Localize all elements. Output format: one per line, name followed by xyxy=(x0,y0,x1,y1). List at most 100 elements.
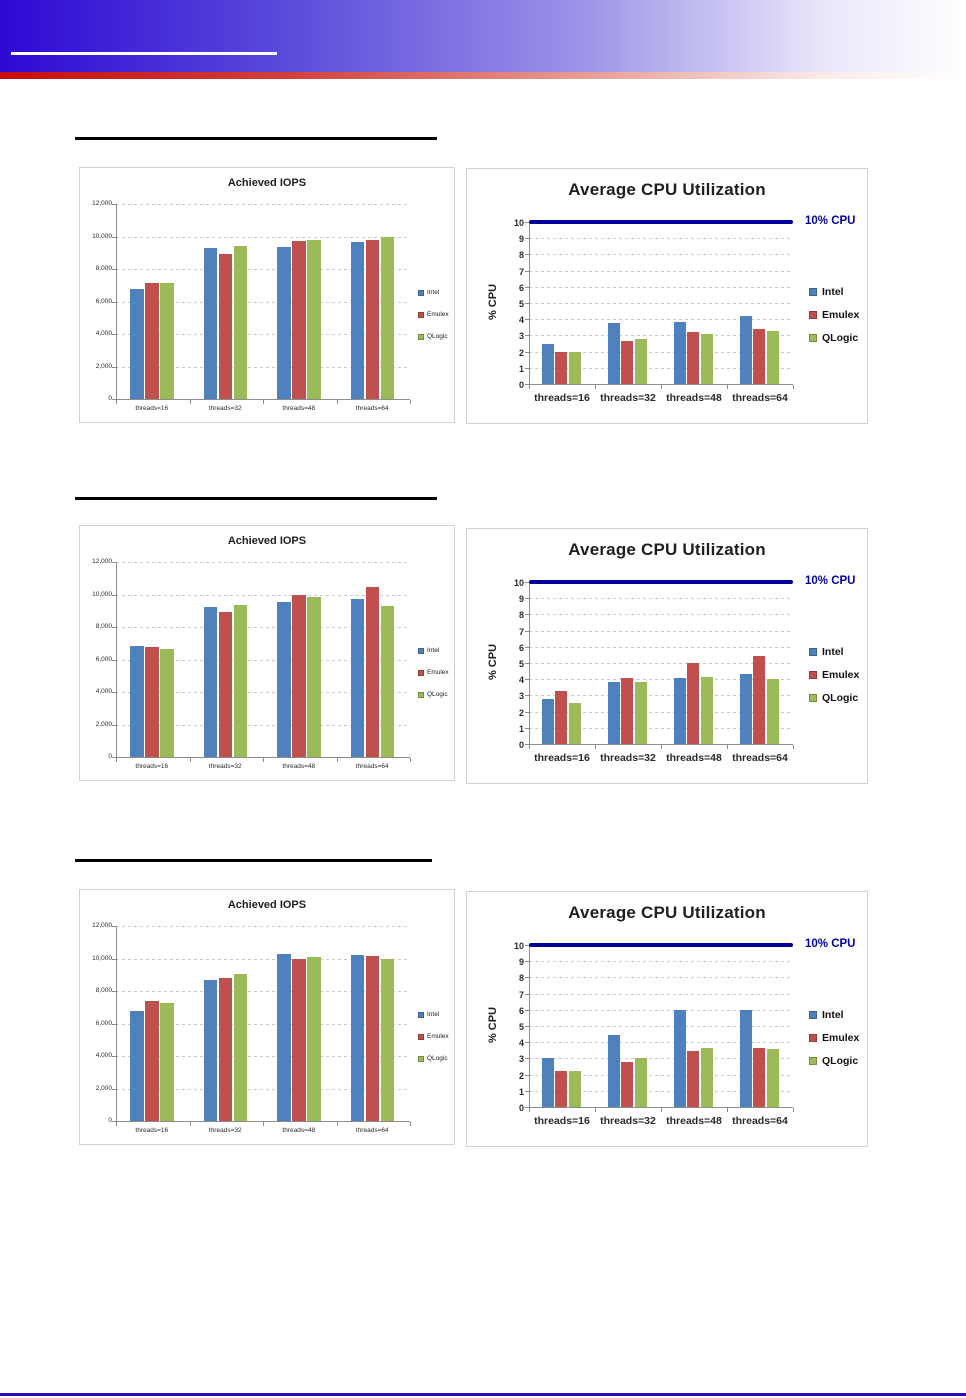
y-axis-tick-label: 2 xyxy=(518,1070,524,1081)
legend-label: Emulex xyxy=(822,309,860,321)
legend-item-intel: Intel xyxy=(809,286,844,298)
bar-emulex-threads=16 xyxy=(555,351,568,384)
y-axis-line xyxy=(529,945,530,1107)
x-axis-line xyxy=(116,1121,410,1122)
legend-swatch-qlogic xyxy=(809,334,817,342)
y-axis-tick-label: 5 xyxy=(518,659,524,669)
y-axis-title: % CPU xyxy=(487,283,500,321)
y-gridline xyxy=(529,1090,793,1092)
bar-emulex-threads=32 xyxy=(218,612,233,757)
y-gridline xyxy=(529,961,793,963)
bar-emulex-threads=32 xyxy=(218,253,233,399)
y-axis-tick xyxy=(525,679,529,681)
y-axis-tick xyxy=(525,270,529,272)
legend-label: QLogic xyxy=(822,692,859,704)
x-axis-tick-label: threads=64 xyxy=(732,392,788,404)
x-axis-tick-label: threads=16 xyxy=(135,763,169,770)
y-axis-tick xyxy=(112,991,116,992)
legend-item-qlogic: QLogic xyxy=(418,1055,448,1062)
y-axis-tick-label: 4 xyxy=(518,1038,524,1049)
y-gridline xyxy=(529,598,793,600)
y-axis-tick-label: 2 xyxy=(518,707,524,718)
bar-emulex-threads=32 xyxy=(218,978,233,1121)
y-gridline xyxy=(529,1058,793,1060)
x-axis-tick-label: threads=48 xyxy=(282,763,316,770)
y-axis-tick xyxy=(525,238,529,240)
y-gridline xyxy=(116,1056,410,1057)
y-axis-line xyxy=(116,562,117,757)
bar-intel-threads=16 xyxy=(130,645,144,757)
header-title-underline xyxy=(11,52,277,55)
x-axis-tick xyxy=(661,1108,662,1112)
y-axis-tick-label: 4,000 xyxy=(95,688,112,695)
bar-intel-threads=64 xyxy=(350,242,365,399)
bar-intel-threads=32 xyxy=(203,247,218,399)
legend-item-qlogic: QLogic xyxy=(809,692,858,704)
x-axis-tick xyxy=(661,745,662,749)
bar-intel-threads=64 xyxy=(739,674,752,744)
legend-item-qlogic: QLogic xyxy=(418,691,448,698)
y-axis-tick-label: 6 xyxy=(518,282,524,293)
y-axis-tick-label: 0 xyxy=(108,395,112,402)
bar-emulex-threads=16 xyxy=(555,1071,568,1107)
legend-swatch-emulex xyxy=(809,671,817,679)
y-axis-tick-label: 12,000 xyxy=(92,200,112,207)
y-axis-tick xyxy=(112,269,116,270)
bar-qlogic-threads=32 xyxy=(233,605,248,757)
bar-intel-threads=16 xyxy=(130,1011,144,1121)
x-axis-tick-label: threads=16 xyxy=(534,1115,590,1127)
x-axis-tick-label: threads=48 xyxy=(666,752,722,764)
y-axis-tick-label: 10 xyxy=(513,218,524,228)
chart-title: Average CPU Utilization xyxy=(568,903,766,922)
chart-title: Achieved IOPS xyxy=(227,535,307,547)
y-axis-tick xyxy=(525,744,529,745)
y-axis-tick-label: 6 xyxy=(518,642,524,653)
y-gridline xyxy=(529,1042,793,1044)
bar-qlogic-threads=64 xyxy=(380,605,395,757)
y-axis-tick-label: 2,000 xyxy=(95,1084,112,1092)
bar-emulex-threads=48 xyxy=(292,594,306,757)
y-gridline xyxy=(529,254,793,256)
y-axis-tick xyxy=(525,367,529,369)
legend-label: Intel xyxy=(822,1009,844,1021)
legend-label: Intel xyxy=(427,1011,440,1018)
y-axis-tick xyxy=(112,301,116,303)
y-gridline xyxy=(529,335,793,337)
legend-label: Emulex xyxy=(427,311,449,318)
bar-intel-threads=48 xyxy=(673,321,686,384)
y-axis-title: % CPU xyxy=(487,1006,500,1044)
bar-qlogic-threads=48 xyxy=(307,956,321,1121)
x-axis-tick xyxy=(529,745,530,749)
iops-chart-section2: Achieved IOPS 0 2,000 4,000 6,000 8,000 10,000… xyxy=(79,525,455,781)
y-axis-tick xyxy=(525,646,529,648)
cpu-chart-section1: Average CPU Utilization 0 1 2 3 4 5 6 7 8 9 10 threa… xyxy=(466,168,868,424)
x-axis-tick-label: threads=16 xyxy=(135,1127,169,1134)
y-gridline xyxy=(116,627,410,628)
legend-item-emulex: Emulex xyxy=(809,669,859,681)
y-gridline xyxy=(116,236,410,238)
x-axis-tick xyxy=(595,745,596,749)
y-axis-tick xyxy=(525,319,529,321)
y-axis-tick-label: 6,000 xyxy=(95,655,112,663)
y-axis-tick xyxy=(525,630,529,632)
y-axis-tick xyxy=(525,977,529,979)
y-axis-tick-label: 12,000 xyxy=(92,558,112,565)
x-axis-tick-label: threads=32 xyxy=(208,1127,242,1134)
y-axis-tick-label: 12,000 xyxy=(92,922,112,929)
y-axis-tick-label: 3 xyxy=(518,1054,524,1065)
y-axis-tick xyxy=(112,1023,116,1025)
y-gridline xyxy=(529,1009,793,1011)
y-axis-tick xyxy=(525,1074,529,1076)
y-axis-tick xyxy=(525,711,529,713)
y-axis-tick-label: 10 xyxy=(513,941,524,951)
x-axis-tick xyxy=(116,758,117,762)
bar-intel-threads=64 xyxy=(350,599,365,757)
y-gridline xyxy=(529,303,793,304)
x-axis-tick xyxy=(336,1122,338,1126)
bar-intel-threads=64 xyxy=(739,315,752,384)
y-axis-tick-label: 4,000 xyxy=(95,1052,112,1059)
y-gridline xyxy=(529,238,793,240)
y-axis-tick-label: 0 xyxy=(108,753,112,760)
y-axis-tick xyxy=(525,303,529,304)
